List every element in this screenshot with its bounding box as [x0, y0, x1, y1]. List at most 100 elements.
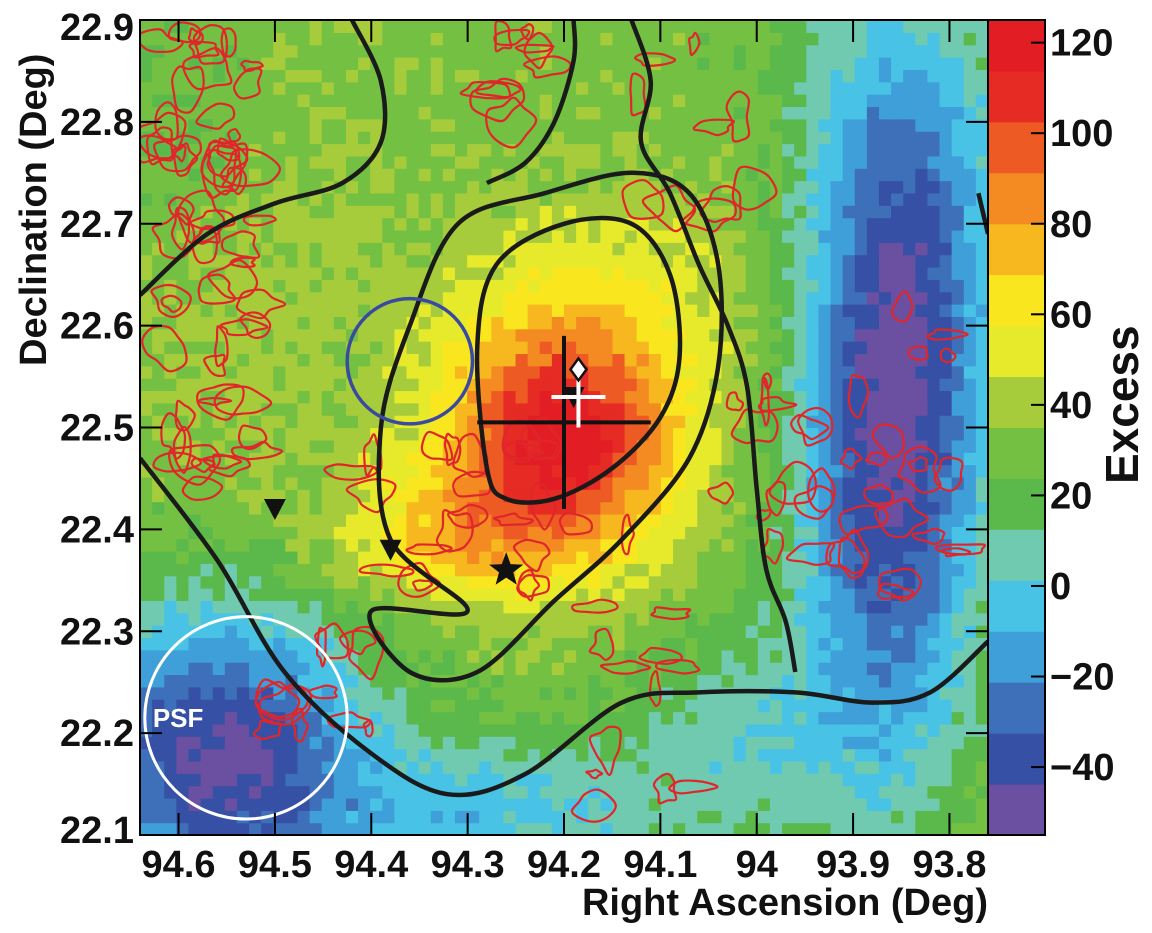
- heatmap-cell: [915, 242, 929, 256]
- heatmap-cell: [261, 304, 274, 317]
- heatmap-cell: [830, 378, 844, 392]
- heatmap-cell: [600, 229, 614, 243]
- heatmap-cell: [454, 773, 468, 787]
- heatmap-cell: [660, 291, 674, 305]
- heatmap-cell: [951, 501, 965, 515]
- heatmap-cell: [709, 760, 723, 774]
- heatmap-cell: [527, 686, 541, 700]
- heatmap-cell: [285, 649, 299, 663]
- heatmap-cell: [782, 538, 795, 552]
- heatmap-cell: [721, 785, 735, 799]
- heatmap-cell: [903, 686, 916, 700]
- heatmap-cell: [418, 748, 432, 762]
- heatmap-cell: [551, 427, 565, 441]
- heatmap-cell: [430, 686, 444, 700]
- heatmap-cell: [249, 341, 262, 355]
- heatmap-cell: [806, 526, 819, 540]
- heatmap-cell: [709, 612, 723, 626]
- heatmap-cell: [176, 365, 190, 379]
- heatmap-cell: [406, 513, 420, 527]
- heatmap-cell: [660, 304, 674, 317]
- heatmap-cell: [418, 711, 432, 725]
- heatmap-cell: [915, 538, 929, 552]
- heatmap-cell: [297, 390, 311, 404]
- heatmap-cell: [479, 69, 492, 83]
- heatmap-cell: [588, 229, 601, 243]
- heatmap-cell: [576, 341, 589, 355]
- heatmap-cell: [539, 192, 553, 206]
- heatmap-cell: [345, 57, 359, 70]
- heatmap-cell: [406, 69, 420, 83]
- heatmap-cell: [309, 538, 323, 552]
- heatmap-cell: [454, 192, 468, 206]
- heatmap-cell: [866, 353, 880, 367]
- heatmap-cell: [939, 106, 953, 120]
- heatmap-cell: [236, 550, 250, 564]
- heatmap-cell: [527, 637, 541, 651]
- heatmap-cell: [939, 291, 953, 305]
- heatmap-cell: [212, 711, 226, 725]
- red-contour: [452, 432, 489, 478]
- heatmap-cell: [551, 563, 565, 577]
- heatmap-cell: [915, 797, 929, 811]
- heatmap-cell: [212, 526, 226, 540]
- heatmap-cell: [648, 760, 662, 774]
- heatmap-cell: [394, 143, 408, 157]
- heatmap-cell: [769, 242, 783, 256]
- heatmap-cell: [503, 131, 517, 145]
- heatmap-cell: [878, 242, 892, 256]
- heatmap-cell: [697, 612, 710, 626]
- heatmap-cell: [564, 538, 577, 552]
- heatmap-cell: [588, 662, 601, 676]
- heatmap-cell: [927, 316, 941, 330]
- heatmap-cell: [467, 797, 480, 811]
- heatmap-cell: [309, 723, 323, 737]
- heatmap-cell: [430, 822, 444, 835]
- heatmap-cell: [406, 155, 420, 169]
- heatmap-cell: [818, 810, 832, 824]
- heatmap-cell: [176, 563, 190, 577]
- heatmap-cell: [709, 588, 723, 601]
- heatmap-cell: [806, 328, 819, 342]
- heatmap-cell: [200, 501, 214, 515]
- heatmap-cell: [939, 513, 953, 527]
- heatmap-cell: [236, 118, 250, 132]
- heatmap-cell: [660, 316, 674, 330]
- heatmap-cell: [249, 106, 262, 120]
- heatmap-cell: [612, 229, 626, 243]
- heatmap-cell: [782, 32, 795, 46]
- heatmap-cell: [394, 439, 408, 453]
- heatmap-cell: [612, 106, 626, 120]
- heatmap-cell: [212, 674, 226, 688]
- heatmap-cell: [273, 365, 286, 379]
- heatmap-cell: [818, 563, 832, 577]
- heatmap-cell: [612, 402, 626, 416]
- heatmap-cell: [297, 254, 311, 268]
- heatmap-cell: [382, 501, 395, 515]
- heatmap-cell: [588, 242, 601, 256]
- heatmap-cell: [806, 155, 819, 169]
- heatmap-cell: [975, 365, 988, 379]
- heatmap-cell: [697, 538, 710, 552]
- heatmap-cell: [321, 600, 335, 614]
- heatmap-cell: [854, 785, 868, 799]
- heatmap-cell: [309, 736, 323, 750]
- heatmap-cell: [963, 501, 977, 515]
- heatmap-cell: [261, 81, 274, 95]
- red-contour: [588, 725, 622, 776]
- heatmap-cell: [358, 81, 371, 95]
- heatmap-cell: [927, 748, 941, 762]
- y-tick-label: 22.9: [60, 7, 134, 49]
- heatmap-cell: [685, 476, 698, 490]
- heatmap-cell: [975, 550, 988, 564]
- heatmap-cell: [576, 748, 589, 762]
- heatmap-cell: [370, 242, 383, 256]
- heatmap-cell: [769, 773, 783, 787]
- heatmap-cell: [806, 822, 819, 835]
- heatmap-cell: [624, 341, 638, 355]
- heatmap-cell: [394, 588, 408, 601]
- heatmap-cell: [430, 748, 444, 762]
- heatmap-cell: [261, 229, 274, 243]
- heatmap-cell: [140, 229, 153, 243]
- heatmap-cell: [454, 797, 468, 811]
